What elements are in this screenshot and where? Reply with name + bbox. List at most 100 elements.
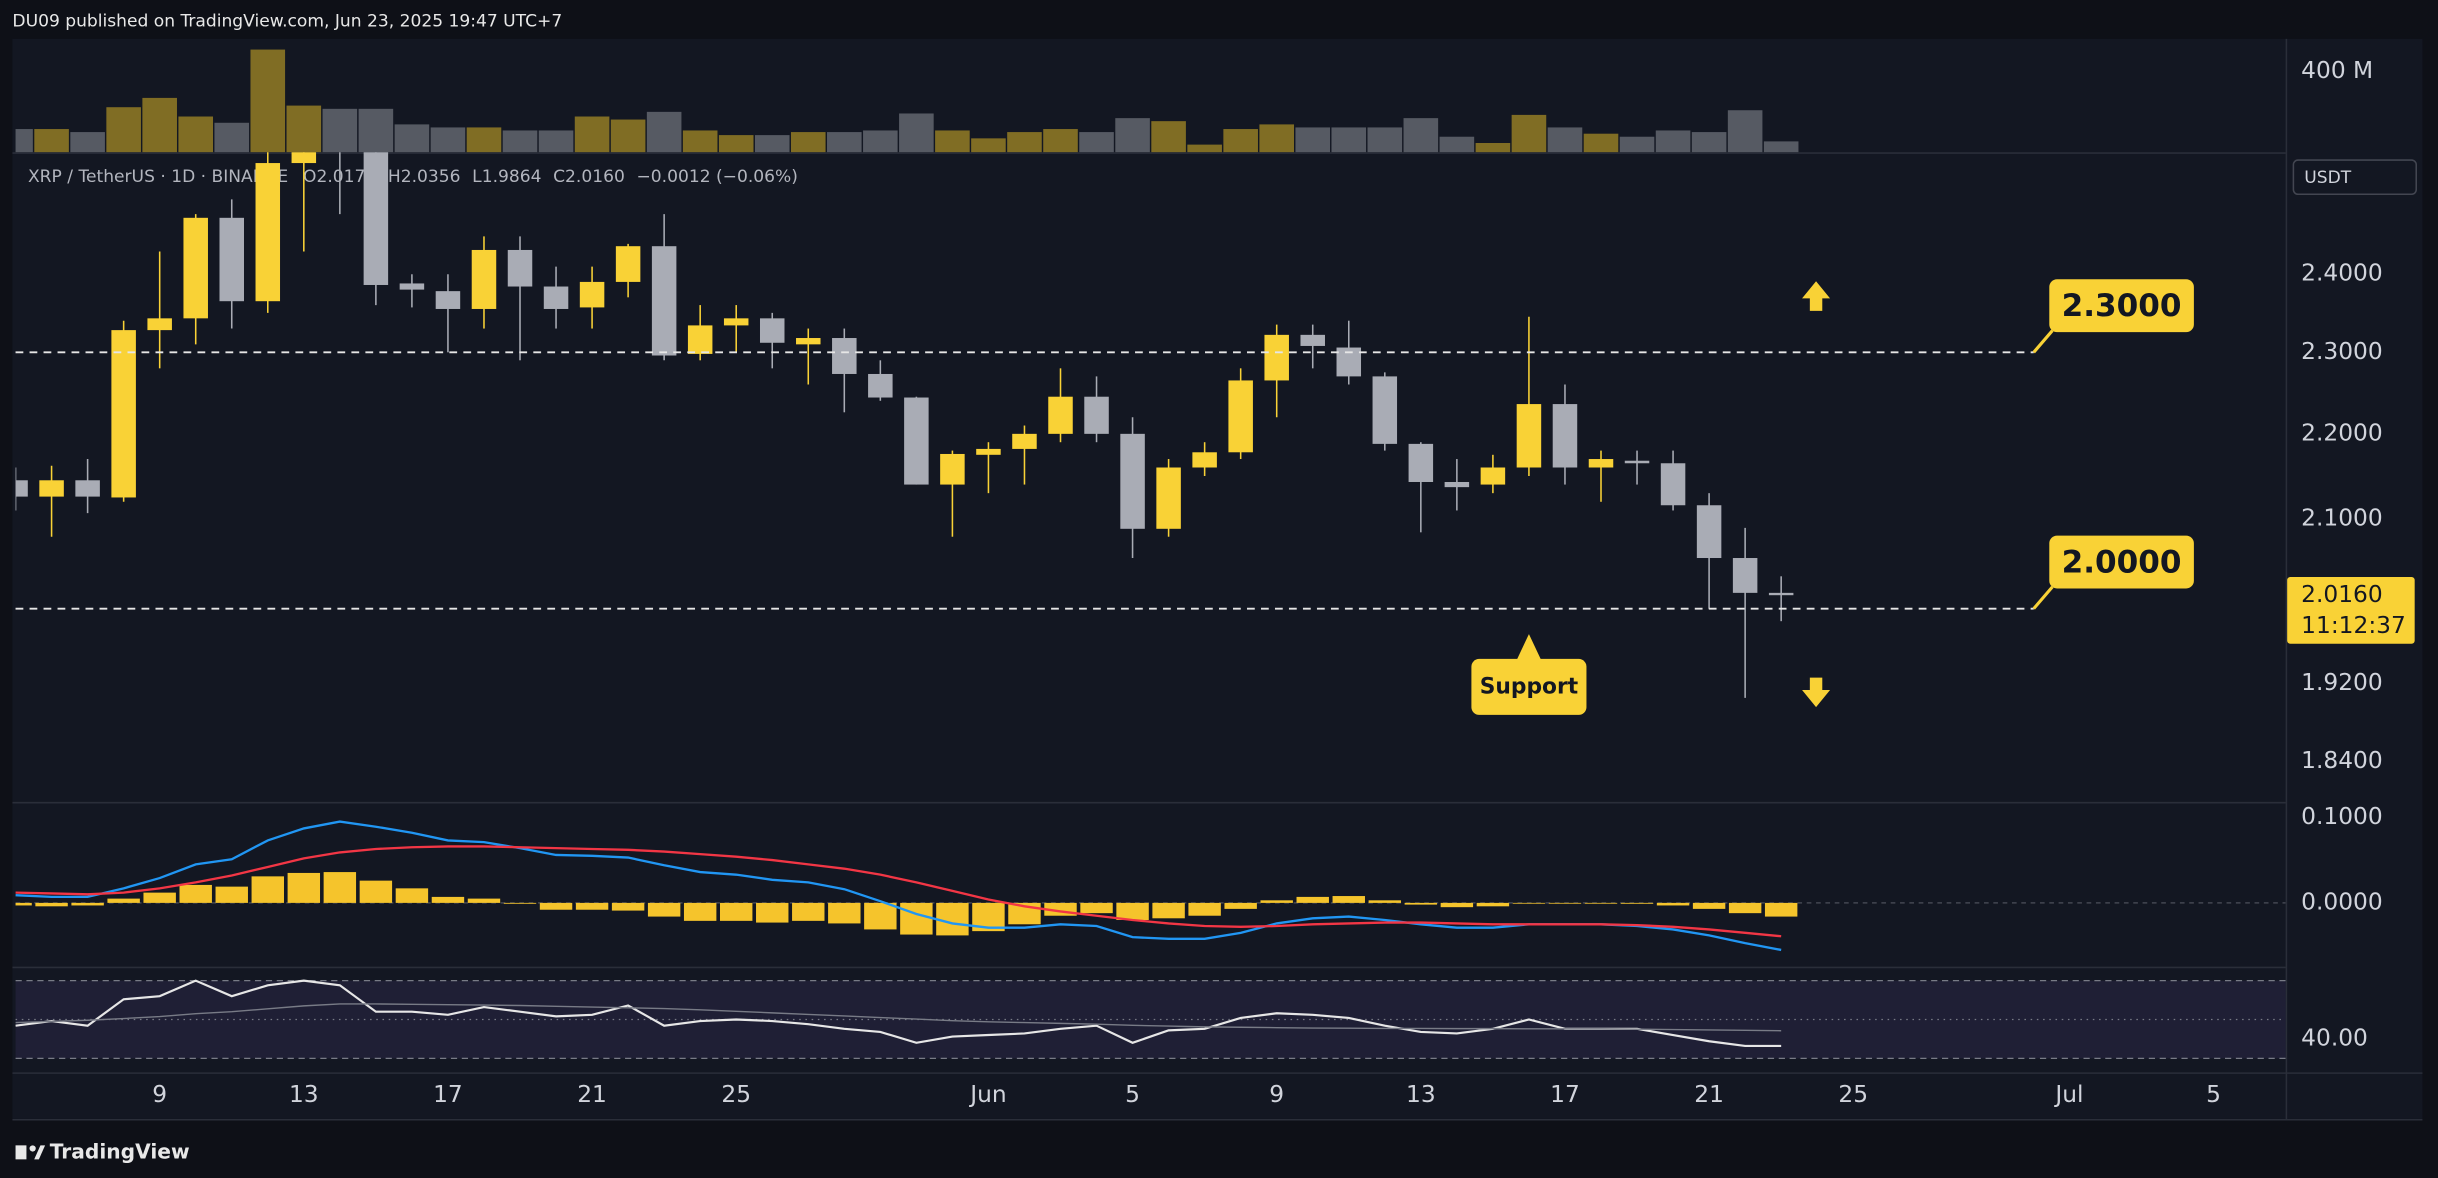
- level-label: 2.3000: [2062, 288, 2182, 324]
- volume-bar: [1691, 132, 1727, 153]
- macd-histogram-bar: [1548, 902, 1582, 904]
- volume-bar: [1403, 118, 1439, 153]
- candle-body: [1048, 396, 1073, 434]
- candle-body: [976, 448, 1001, 455]
- volume-bar: [250, 49, 286, 153]
- macd-histogram-bar: [828, 902, 861, 924]
- price-pane: [15, 152, 1794, 698]
- volume-bar: [1007, 132, 1042, 153]
- macd-histogram-bar: [71, 902, 104, 906]
- macd-histogram-bar: [251, 876, 284, 903]
- volume-bar: [610, 119, 646, 153]
- x-tick-label: 5: [1125, 1081, 1140, 1108]
- rsi-pane: [15, 979, 2286, 1059]
- countdown-label: 11:12:37: [2301, 612, 2406, 639]
- candle-body: [687, 325, 713, 354]
- currency-label: USDT: [2304, 168, 2352, 188]
- candle-body: [1264, 334, 1289, 381]
- macd-pane: [15, 820, 2286, 952]
- candle-body: [615, 246, 641, 282]
- candle-body: [363, 152, 389, 285]
- macd-histogram-bar: [792, 902, 825, 921]
- volume-bar: [142, 97, 177, 153]
- candle-body: [868, 373, 893, 398]
- macd-histogram-bar: [1116, 902, 1149, 921]
- macd-histogram-bar: [1440, 902, 1474, 908]
- macd-histogram-bar: [864, 902, 897, 930]
- macd-histogram-bar: [359, 880, 393, 903]
- candle-body: [579, 281, 605, 308]
- candle-body: [1408, 443, 1434, 482]
- volume-bar: [106, 107, 141, 153]
- candle-body: [1588, 459, 1614, 468]
- callout-pointer: [1516, 634, 1542, 661]
- macd-histogram-bar: [683, 902, 717, 921]
- volume-bar: [1547, 127, 1583, 153]
- y-tick-label: 2.2000: [2301, 419, 2383, 446]
- volume-bar: [1511, 114, 1547, 153]
- x-tick-label: 25: [721, 1081, 751, 1108]
- y-tick-label: 1.9200: [2301, 669, 2383, 696]
- level-label: 2.0000: [2062, 545, 2182, 581]
- macd-histogram-bar: [215, 886, 248, 903]
- logo-shape: [29, 1145, 36, 1152]
- candle-body: [291, 152, 317, 164]
- ohlc-close: C2.0160: [553, 167, 625, 187]
- x-tick-label: 9: [152, 1081, 167, 1108]
- volume-bar: [538, 130, 574, 153]
- volume-bar: [1583, 133, 1619, 153]
- macd-line: [15, 820, 1782, 952]
- rsi-line: [15, 1003, 1782, 1032]
- volume-bar: [863, 130, 898, 153]
- macd-histogram-bar: [1476, 902, 1510, 907]
- macd-histogram-bar: [467, 898, 501, 903]
- candle-body: [796, 338, 821, 345]
- candle-body: [1444, 481, 1470, 488]
- logo-shape: [34, 1145, 46, 1160]
- pane-separators: [12, 38, 2423, 1121]
- macd-histogram-bar: [719, 902, 753, 921]
- x-tick-label: 9: [1269, 1081, 1284, 1108]
- level-badge: [2049, 535, 2194, 589]
- x-tick-label: 17: [433, 1081, 463, 1108]
- x-tick-label: 21: [577, 1081, 607, 1108]
- volume-bar: [358, 108, 394, 153]
- x-tick-label: 21: [1694, 1081, 1724, 1108]
- macd-histogram-bar: [107, 898, 140, 903]
- candle-body: [507, 249, 533, 287]
- candle-body: [1552, 404, 1578, 468]
- y-tick-label: 2.4000: [2301, 260, 2383, 287]
- macd-histogram-bar: [1656, 902, 1690, 906]
- candle-body: [1768, 592, 1794, 596]
- macd-histogram-bar: [1152, 902, 1185, 919]
- volume-bar: [178, 116, 214, 153]
- volume-bar: [502, 130, 538, 153]
- y-tick-label: 0.0000: [2301, 888, 2383, 915]
- volume-bar: [70, 132, 105, 153]
- up-arrow: [1802, 281, 1831, 311]
- callout-text: Support: [1480, 675, 1578, 700]
- ohlc-change: −0.0012 (−0.06%): [637, 167, 798, 187]
- volume-bar: [682, 130, 718, 153]
- candle-body: [1300, 334, 1325, 346]
- x-tick-label: Jun: [968, 1081, 1006, 1108]
- candle-body: [904, 397, 929, 485]
- volume-bar: [286, 105, 322, 153]
- macd-histogram-bar: [1584, 902, 1618, 904]
- candle-body: [723, 318, 749, 326]
- candle-body: [1012, 433, 1037, 449]
- volume-bar: [1619, 136, 1655, 153]
- macd-histogram-bar: [936, 902, 969, 936]
- macd-line: [15, 845, 1782, 938]
- volume-bar: [430, 127, 466, 153]
- volume-bar: [935, 130, 970, 153]
- macd-histogram-bar: [756, 902, 789, 923]
- volume-bar: [790, 132, 826, 153]
- volume-bar: [1727, 110, 1763, 153]
- x-tick-label: 17: [1550, 1081, 1580, 1108]
- volume-bar: [754, 135, 790, 153]
- macd-histogram-bar: [287, 872, 321, 903]
- candle-body: [219, 217, 244, 302]
- x-tick-label: Jul: [2053, 1081, 2083, 1108]
